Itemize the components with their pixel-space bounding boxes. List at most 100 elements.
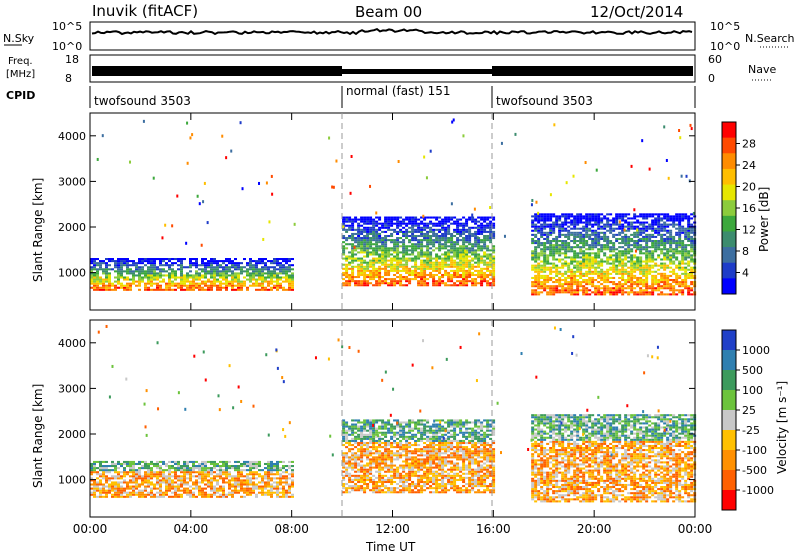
range-gate-cell (90, 493, 93, 496)
range-gate-cell (549, 270, 553, 273)
range-gate-cell (369, 218, 373, 221)
range-gate-cell (372, 239, 376, 242)
range-gate-cell (255, 270, 258, 273)
range-gate-cell (180, 477, 183, 480)
range-gate-cell (180, 288, 183, 291)
range-gate-cell (609, 276, 613, 279)
range-gate-cell (225, 481, 228, 484)
range-gate-cell (357, 464, 361, 467)
range-gate-cell (642, 274, 646, 277)
range-gate-cell (354, 466, 358, 469)
range-gate-cell (675, 233, 679, 236)
range-gate-cell (246, 493, 249, 496)
range-gate-cell (141, 270, 144, 273)
range-gate-cell (459, 222, 463, 225)
range-gate-cell (351, 489, 355, 492)
range-gate-cell (387, 224, 391, 227)
range-gate-cell (159, 276, 162, 279)
range-gate-cell (648, 223, 652, 226)
range-gate-cell (564, 278, 568, 282)
range-gate-cell (204, 258, 207, 261)
range-gate-cell (597, 291, 601, 294)
range-gate-cell (615, 219, 619, 222)
range-gate-cell (156, 487, 159, 490)
range-gate-cell (414, 247, 418, 250)
range-gate-cell (186, 274, 189, 277)
range-gate-cell (480, 267, 484, 270)
range-gate-cell (552, 231, 556, 234)
range-gate-cell (186, 467, 189, 470)
range-gate-cell (447, 245, 451, 248)
range-gate-cell (201, 262, 204, 265)
range-gate-cell (615, 287, 619, 290)
range-gate-cell (396, 251, 400, 254)
range-gate-cell (480, 278, 484, 281)
range-gate-cell (420, 259, 424, 262)
range-gate-cell (660, 264, 664, 267)
range-gate-cell (567, 266, 571, 269)
range-gate-cell (141, 280, 144, 283)
range-gate-cell (492, 284, 496, 287)
range-gate-cell (285, 489, 288, 492)
range-gate-cell (603, 281, 607, 284)
range-gate-cell (405, 263, 409, 266)
range-gate-cell (162, 280, 165, 283)
scatter-cell (572, 174, 575, 178)
range-gate-cell (612, 227, 616, 230)
range-gate-cell (567, 274, 571, 277)
range-gate-cell (447, 280, 451, 283)
range-gate-cell (618, 215, 622, 218)
range-gate-cell (243, 487, 246, 490)
range-gate-cell (444, 226, 448, 229)
range-gate-cell (126, 278, 129, 281)
range-gate-cell (426, 234, 430, 238)
range-gate-cell (678, 291, 682, 294)
range-gate-cell (207, 469, 210, 472)
range-gate-cell (612, 270, 616, 273)
range-gate-cell (249, 266, 252, 269)
range-gate-cell (609, 231, 613, 234)
range-gate-cell (483, 267, 487, 270)
range-gate-cell (468, 273, 472, 277)
range-gate-cell (105, 284, 108, 287)
range-gate-cell (273, 465, 276, 468)
range-gate-cell (531, 281, 535, 284)
range-gate-cell (609, 287, 613, 290)
range-gate-cell (204, 469, 207, 472)
range-gate-cell (675, 264, 679, 267)
range-gate-cell (597, 235, 601, 238)
range-gate-cell (588, 219, 592, 222)
range-gate-cell (393, 267, 397, 270)
range-gate-cell (588, 289, 592, 292)
range-gate-cell (138, 280, 141, 283)
range-gate-cell (393, 255, 397, 258)
range-gate-cell (132, 264, 135, 267)
range-gate-cell (198, 284, 201, 287)
range-gate-cell (480, 218, 484, 221)
range-gate-cell (615, 285, 619, 288)
range-gate-cell (549, 289, 553, 292)
range-gate-cell (261, 278, 264, 281)
range-gate-cell (462, 284, 466, 287)
range-gate-cell (483, 273, 487, 277)
range-gate-cell (666, 256, 670, 259)
range-gate-cell (225, 266, 228, 269)
range-gate-cell (426, 273, 430, 277)
range-gate-cell (180, 286, 183, 289)
range-gate-cell (246, 460, 249, 463)
range-gate-cell (213, 479, 216, 482)
range-gate-cell (282, 266, 285, 269)
range-gate-cell (96, 460, 99, 463)
range-gate-cell (408, 257, 412, 260)
range-gate-cell (102, 489, 105, 492)
range-gate-cell (150, 477, 153, 480)
range-gate-cell (408, 271, 412, 274)
range-gate-cell (168, 485, 171, 488)
range-gate-cell (549, 231, 553, 234)
range-gate-cell (135, 264, 138, 267)
range-gate-cell (633, 287, 637, 290)
range-gate-cell (270, 288, 273, 291)
range-gate-cell (606, 274, 610, 277)
range-gate-cell (636, 248, 640, 251)
range-gate-cell (411, 220, 415, 223)
